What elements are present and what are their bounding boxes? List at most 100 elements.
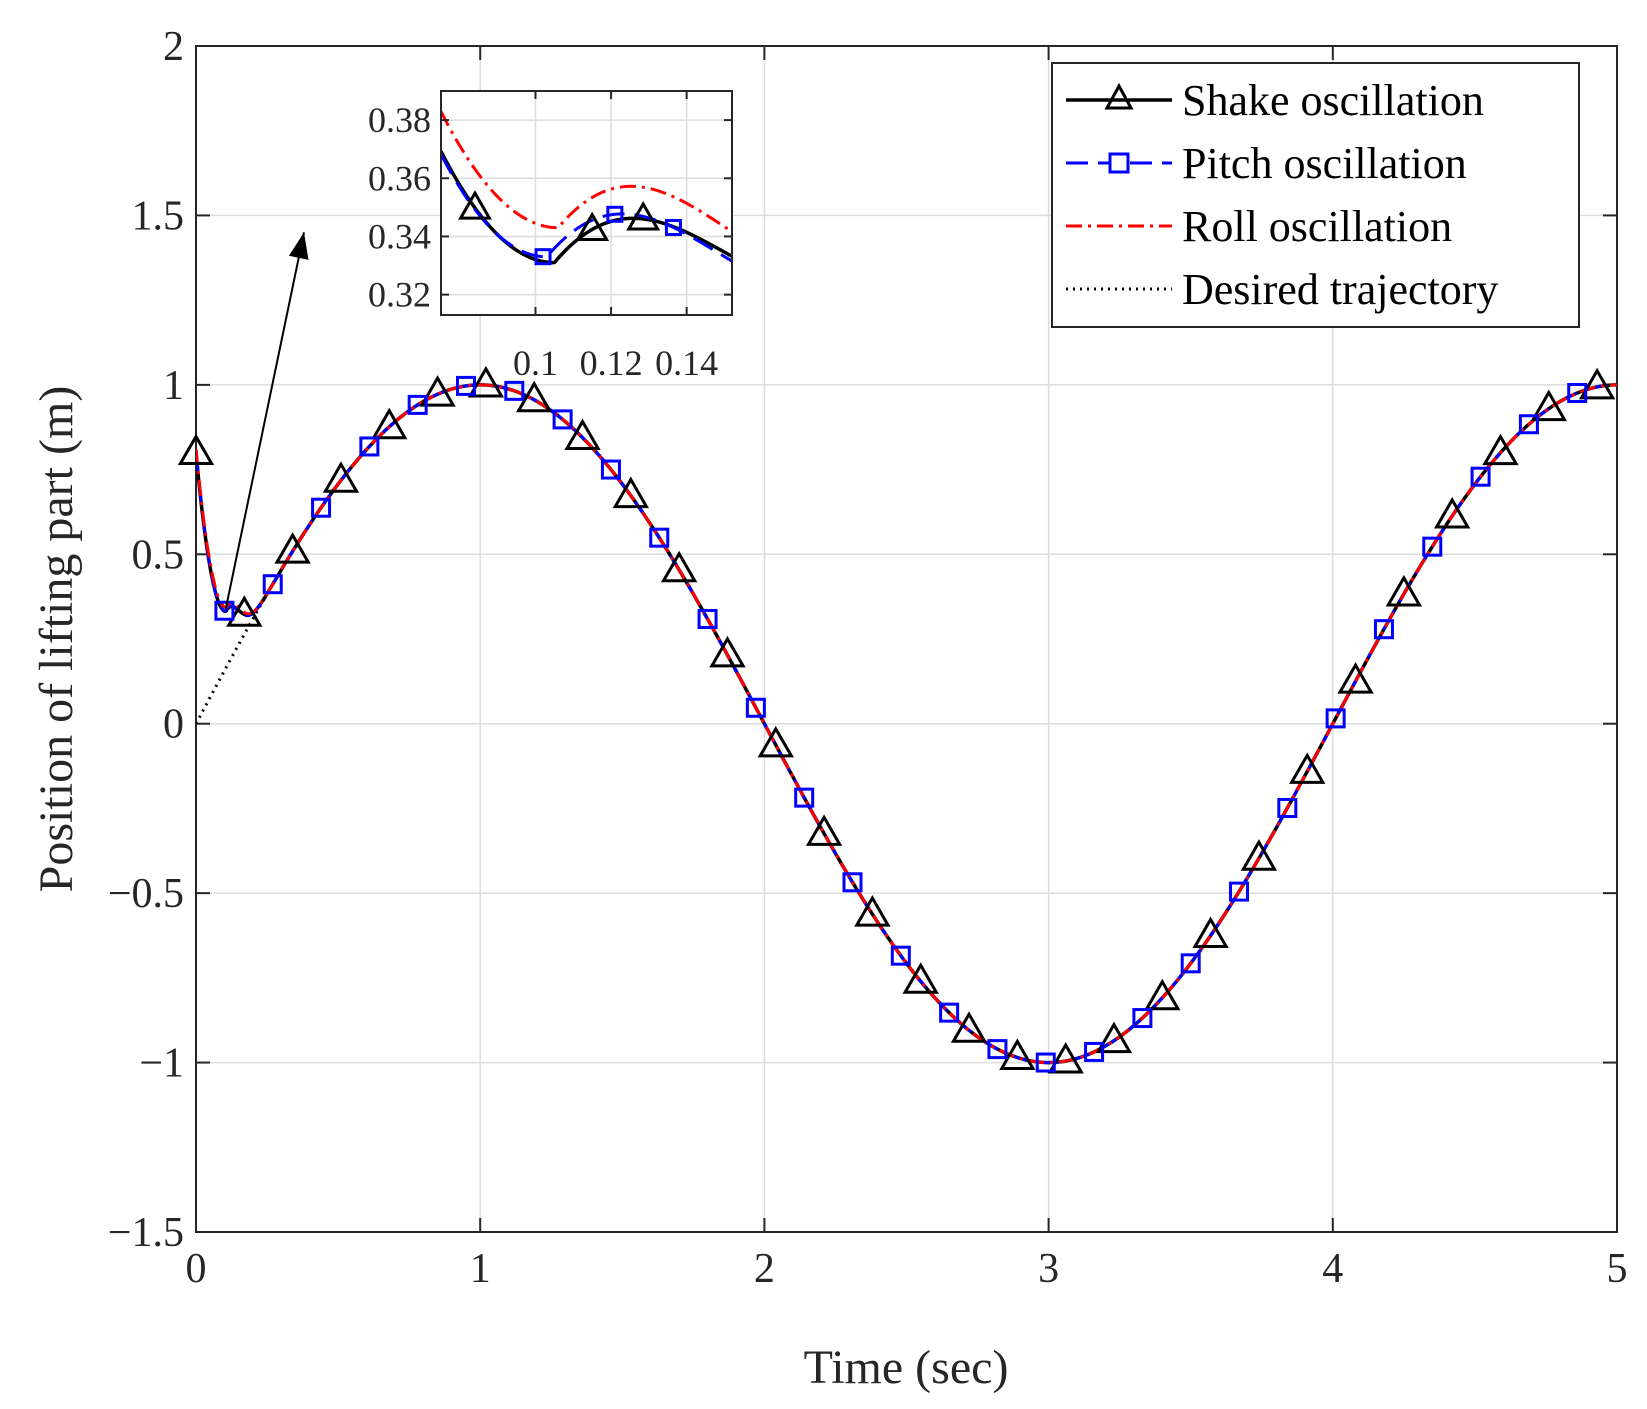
shake-marker [322,461,360,493]
shake-marker [467,365,505,398]
shake-marker [274,532,311,564]
shake-marker [950,1011,988,1043]
shake-marker [660,550,698,583]
x-tick-label: 3 [1038,1246,1059,1292]
y-tick-labels: −1.5 −1 −0.5 0 0.5 1 1.5 2 [108,24,184,1256]
shake-marker [1240,839,1278,871]
shake-marker [371,407,408,440]
inset-zoom-plot: 0.1 0.12 0.14 0.32 0.34 0.36 0.38 [368,90,733,884]
pitch-marker [939,1002,960,1023]
pitch-marker [794,787,815,808]
pitch-marker [1084,1041,1105,1062]
inset-y-tick-label: 0.38 [368,100,431,140]
shake-marker [1144,978,1181,1011]
pitch-marker [987,1039,1008,1060]
shake-marker [419,375,456,407]
inset-y-tick-labels: 0.32 0.34 0.36 0.38 [368,100,431,315]
x-tick-label: 1 [470,1246,491,1292]
inset-y-tick-label: 0.34 [368,216,431,256]
y-tick-label: 2 [163,24,184,70]
shake-marker [1482,433,1519,466]
inset-frame [440,90,733,316]
pitch-marker [600,459,621,480]
pitch-marker [359,436,380,457]
shake-marker [999,1038,1036,1070]
series-line-roll-oscillation [196,383,1617,1065]
inset-pitch-marker [606,205,624,223]
legend-item-roll: Roll oscillation [1066,202,1452,251]
y-tick-label: −0.5 [108,871,184,917]
shake-marker [1047,1041,1084,1074]
main-markers [177,365,1616,1074]
y-tick-label: −1.5 [108,1210,184,1256]
inset-pitch-marker [534,248,552,266]
legend-item-shake: Shake oscillation [1066,76,1484,125]
pitch-marker [842,872,863,893]
legend: Shake oscillation Pitch oscillation Roll… [1051,62,1580,328]
pitch-marker [214,600,235,621]
pitch-marker [890,945,911,966]
pitch-marker [455,375,476,396]
pitch-marker [1229,881,1250,902]
shake-marker [1578,367,1616,400]
legend-label-shake: Shake oscillation [1182,76,1484,125]
pitch-marker [311,497,332,518]
shake-marker [902,962,939,994]
y-axis-label: Position of lifting part (m) [30,386,83,893]
legend-label-roll: Roll oscillation [1182,202,1452,251]
inset-x-tick-labels: 0.1 0.12 0.14 [513,343,718,383]
pitch-marker [1132,1008,1153,1029]
inset-x-tick-label: 0.12 [580,343,643,383]
shake-marker [709,635,746,668]
shake-marker [1530,389,1567,422]
x-tick-label: 0 [186,1246,207,1292]
zoom-annotation [224,232,309,609]
shake-marker [1337,662,1374,694]
x-tick-label: 4 [1322,1246,1343,1292]
shake-marker [1095,1021,1133,1054]
pitch-marker [407,394,428,415]
plot-frame [195,45,1618,1233]
y-tick-label: 0.5 [132,532,185,578]
shake-marker [516,380,553,413]
pitch-marker [1518,414,1539,435]
legend-item-desired: Desired trajectory [1066,265,1498,314]
legend-triangle-marker [1104,82,1134,110]
inset-x-tick-label: 0.1 [513,343,558,383]
legend-square-marker [1108,152,1130,174]
pitch-marker [697,609,718,630]
shake-marker [1192,916,1229,949]
pitch-marker [745,697,766,718]
pitch-marker [504,380,525,401]
inset-shake-marker [458,190,493,220]
y-tick-label: 1.5 [132,193,185,239]
x-tick-labels: 0 1 2 3 4 5 [186,1246,1628,1292]
shake-marker [1385,574,1423,607]
pitch-marker [1035,1052,1056,1073]
pitch-marker [1567,383,1588,404]
inset-x-tick-label: 0.14 [655,343,718,383]
pitch-marker [1277,797,1298,818]
y-tick-label: 1 [163,363,184,409]
shake-marker [226,595,263,627]
legend-label-desired: Desired trajectory [1182,265,1498,314]
x-tick-label: 5 [1607,1246,1628,1292]
pitch-marker [1470,466,1491,487]
pitch-marker [649,527,670,548]
pitch-marker [1325,708,1346,729]
inset-y-tick-label: 0.32 [368,275,431,315]
pitch-marker [552,409,573,430]
shake-marker [177,433,215,466]
pitch-marker [1373,619,1394,640]
inset-markers [458,190,682,266]
inset-y-tick-label: 0.36 [368,158,431,198]
x-tick-label: 2 [754,1246,775,1292]
pitch-marker [1422,536,1443,557]
inset-series-line-desired-trajectory [441,538,732,884]
pitch-marker [262,574,283,595]
legend-label-pitch: Pitch oscillation [1182,139,1467,188]
shake-marker [564,418,601,451]
y-tick-label: 0 [163,702,184,748]
pitch-marker [1180,953,1201,974]
